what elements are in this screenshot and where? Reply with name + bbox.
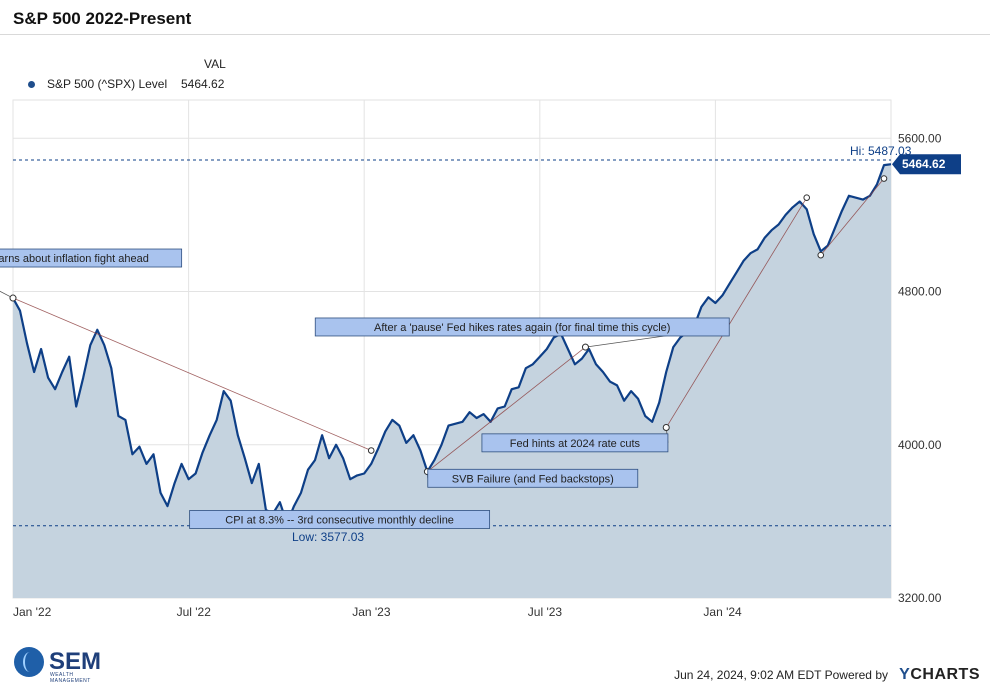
current-value-tag	[892, 154, 961, 175]
series-area	[13, 164, 891, 598]
x-tick-label: Jul '23	[528, 605, 563, 619]
annotation-box	[314, 317, 730, 337]
annotation-label: SVB Failure (and Fed backstops)	[452, 473, 614, 485]
trendline	[665, 197, 808, 428]
annotation-box	[481, 433, 669, 453]
y-tick-label: 5600.00	[898, 131, 942, 145]
legend-series-name: S&P 500 (^SPX) Level	[47, 77, 168, 91]
annotation-label: Fed warns about inflation fight ahead	[0, 253, 149, 265]
ycharts-brand-rest: CHARTS	[910, 666, 980, 683]
legend-series-marker	[28, 80, 35, 88]
annotation-box	[189, 510, 491, 529]
sem-logo: SEM WEALTH MANAGEMENT	[14, 647, 102, 684]
current-value-label: 5464.62	[902, 157, 946, 171]
legend-entry[interactable]: S&P 500 (^SPX) Level 5464.62	[28, 77, 224, 91]
legend-series-value: 5464.62	[181, 77, 225, 91]
low-label: Low: 3577.03	[292, 530, 364, 544]
y-tick-label: 3200.00	[898, 591, 942, 605]
ycharts-brand[interactable]: YCHARTS	[899, 666, 980, 684]
sem-logo-word: SEM	[49, 648, 102, 675]
annotation-anchor	[9, 294, 17, 302]
x-tick-label: Jul '22	[177, 605, 212, 619]
x-tick-label: Jan '22	[13, 605, 52, 619]
ycharts-brand-y: Y	[899, 666, 911, 683]
trendline	[820, 178, 885, 256]
annotation-anchor	[581, 343, 589, 351]
x-tick-label: Jan '24	[703, 605, 742, 619]
y-tick-label: 4000.00	[898, 438, 942, 452]
footer-timestamp: Jun 24, 2024, 9:02 AM EDT Powered by	[674, 668, 888, 682]
y-tick-label: 4800.00	[898, 285, 942, 299]
annotation-box	[0, 248, 183, 268]
legend-column-header: VAL	[204, 57, 226, 71]
trendline-endpoint	[817, 251, 825, 259]
trendline-endpoint	[803, 194, 811, 201]
chart-title: S&P 500 2022-Present	[13, 9, 192, 28]
annotation-leader	[0, 290, 14, 299]
sem-logo-icon	[14, 647, 44, 677]
annotation-label: After a 'pause' Fed hikes rates again (f…	[374, 322, 670, 334]
annotation-label: Fed hints at 2024 rate cuts	[510, 438, 641, 450]
annotation-label: CPI at 8.3% -- 3rd consecutive monthly d…	[225, 514, 454, 526]
annotation-anchor	[662, 424, 670, 432]
series-line	[12, 163, 892, 525]
trendline	[12, 297, 372, 451]
sem-logo-subtitle: WEALTH MANAGEMENT	[50, 672, 91, 684]
hi-label: Hi: 5487.03	[850, 144, 912, 158]
annotation-box	[427, 468, 639, 488]
trendline-endpoint	[367, 447, 375, 454]
trendline	[427, 346, 586, 472]
x-tick-label: Jan '23	[352, 605, 391, 619]
trendline-endpoint	[880, 175, 888, 182]
title-divider	[0, 34, 990, 35]
